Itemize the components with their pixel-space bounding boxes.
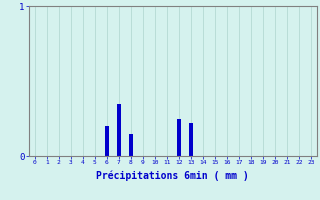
Bar — [189, 123, 193, 156]
Bar — [117, 104, 121, 156]
Bar — [129, 134, 133, 156]
Bar — [177, 118, 181, 156]
Bar — [105, 126, 109, 156]
X-axis label: Précipitations 6min ( mm ): Précipitations 6min ( mm ) — [96, 171, 249, 181]
